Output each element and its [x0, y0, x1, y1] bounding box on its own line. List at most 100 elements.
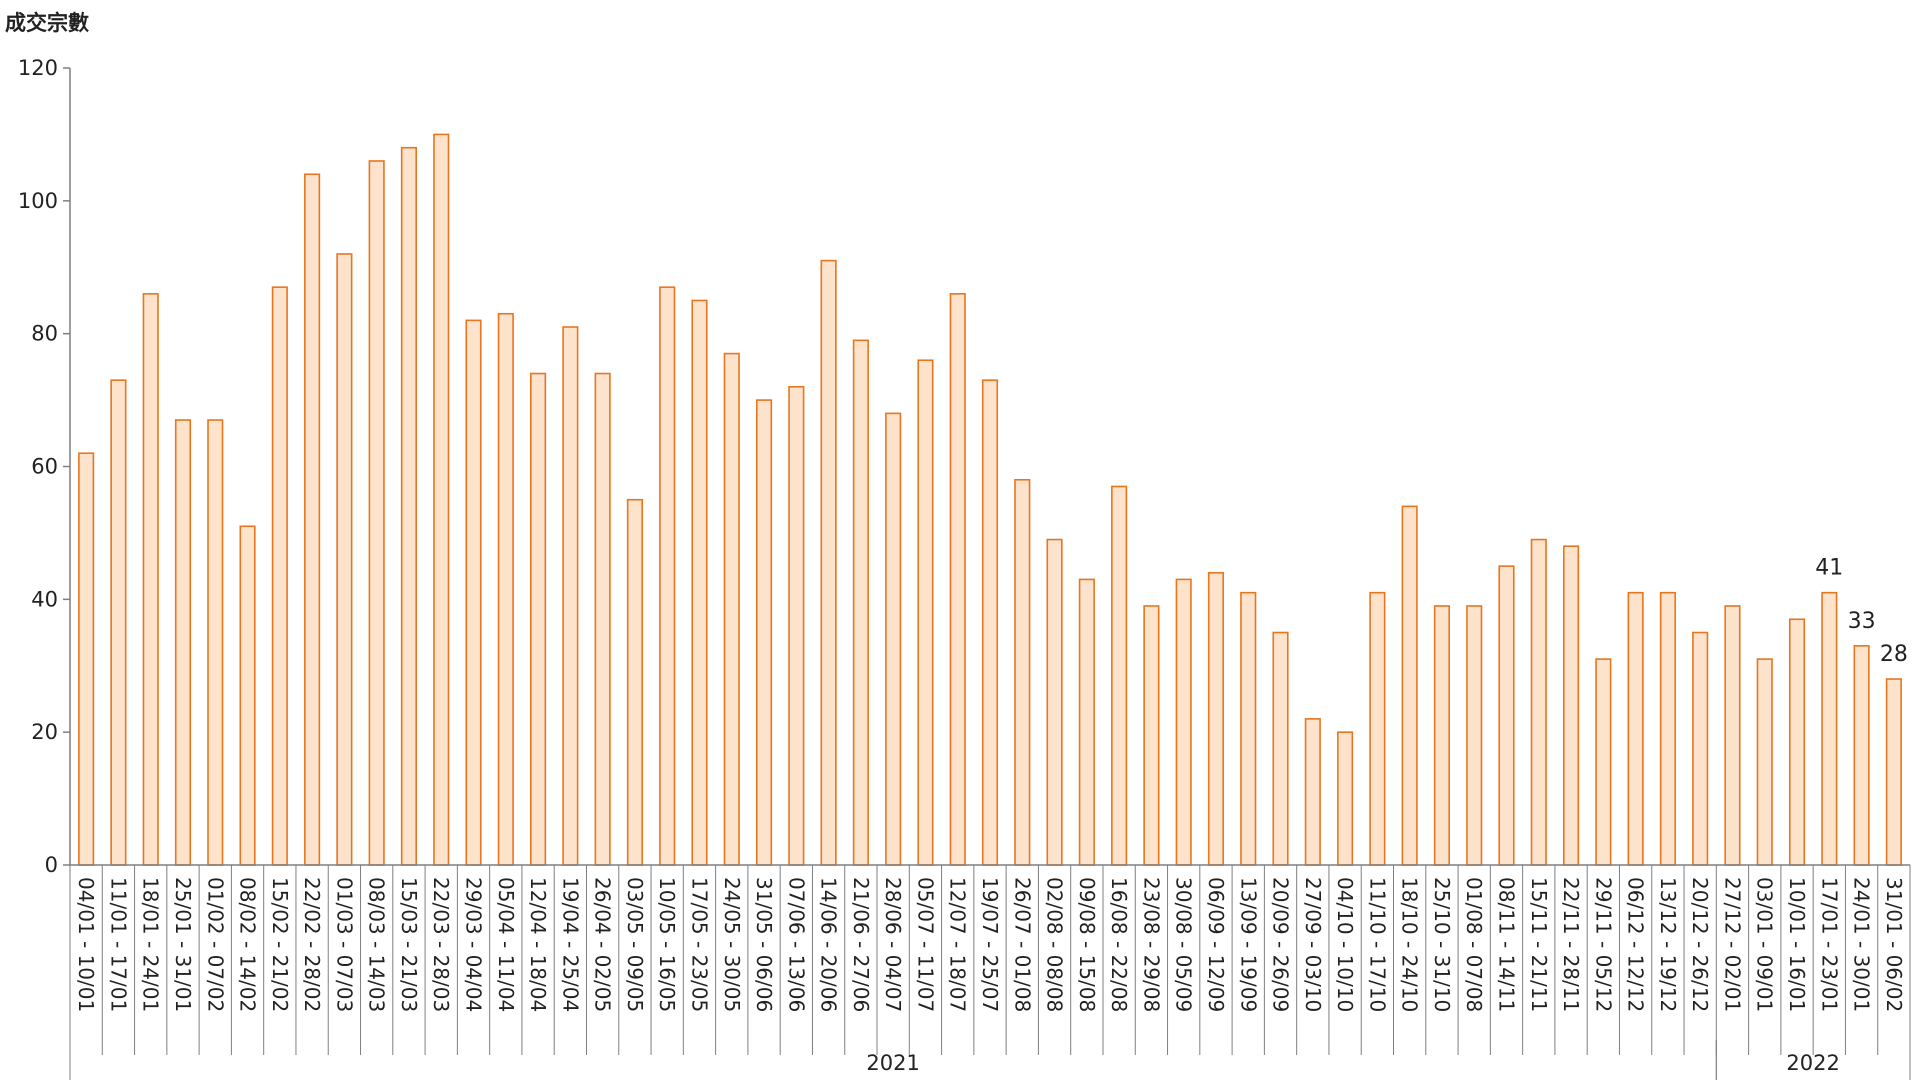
- bar: [1111, 485, 1128, 866]
- x-tick-label: 18/01 - 24/01: [139, 877, 163, 1012]
- bar: [110, 379, 127, 866]
- data-label: 33: [1848, 609, 1876, 634]
- x-tick-label: 08/02 - 14/02: [236, 877, 260, 1012]
- bar: [788, 385, 805, 866]
- bar: [1272, 631, 1289, 866]
- x-tick-label: 23/08 - 29/08: [1139, 877, 1163, 1012]
- data-label: 41: [1815, 556, 1843, 581]
- bar: [1175, 578, 1192, 866]
- bar: [1788, 618, 1806, 866]
- data-label: 28: [1880, 642, 1908, 667]
- x-tick-label: 06/12 - 12/12: [1624, 877, 1648, 1012]
- bar: [1046, 538, 1063, 866]
- year-group-label: 2022: [1786, 1051, 1839, 1075]
- x-tick-label: 12/07 - 18/07: [946, 877, 970, 1012]
- bar: [207, 419, 224, 866]
- x-tick-label: 10/01 - 16/01: [1785, 877, 1809, 1012]
- x-tick-label: 22/11 - 28/11: [1559, 877, 1583, 1012]
- x-tick-label: 11/10 - 17/10: [1365, 877, 1389, 1012]
- y-axis: 0 20 40 60 80 100 120: [18, 56, 71, 877]
- bar: [271, 286, 288, 866]
- x-tick-label: 04/10 - 10/10: [1333, 877, 1357, 1012]
- x-tick-label: 04/01 - 10/01: [74, 877, 98, 1012]
- x-tick-label: 26/07 - 01/08: [1010, 877, 1034, 1012]
- y-tick-label: 0: [45, 853, 58, 877]
- y-tick-label: 120: [18, 56, 58, 80]
- x-tick-label: 29/03 - 04/04: [462, 877, 486, 1012]
- bar: [1433, 605, 1451, 866]
- x-tick-label: 25/10 - 31/10: [1430, 877, 1454, 1012]
- bar: [1595, 658, 1612, 866]
- bar: [1562, 545, 1580, 866]
- bar: [368, 160, 385, 866]
- x-tick-label: 29/11 - 05/12: [1591, 877, 1615, 1012]
- bars: [78, 133, 1902, 866]
- x-tick-label: 08/11 - 14/11: [1494, 877, 1518, 1012]
- bar: [400, 146, 418, 866]
- x-tick-label: 24/05 - 30/05: [720, 877, 744, 1012]
- bar: [562, 326, 579, 866]
- y-axis-title: 成交宗數: [5, 11, 89, 35]
- bar: [1530, 538, 1547, 866]
- x-tick-label: 01/02 - 07/02: [203, 877, 227, 1012]
- bar: [1078, 578, 1095, 866]
- x-tick-label: 01/08 - 07/08: [1462, 877, 1486, 1012]
- x-tick-label: 22/02 - 28/02: [300, 877, 324, 1012]
- x-tick-label: 26/04 - 02/05: [591, 877, 615, 1012]
- bar: [1498, 565, 1515, 866]
- x-tick-label: 09/08 - 15/08: [1075, 877, 1099, 1012]
- x-tick-label: 25/01 - 31/01: [171, 877, 195, 1012]
- x-tick-label: 28/06 - 04/07: [881, 877, 905, 1012]
- bar: [659, 286, 676, 866]
- year-group-label: 2021: [866, 1051, 919, 1075]
- bar: [1627, 591, 1644, 866]
- bar: [1240, 591, 1257, 866]
- x-tick-label: 15/03 - 21/03: [397, 877, 421, 1012]
- x-tick-label: 14/06 - 20/06: [817, 877, 841, 1012]
- x-tick-label: 07/06 - 13/06: [784, 877, 808, 1012]
- x-tick-label: 11/01 - 17/01: [106, 877, 130, 1012]
- bar: [626, 498, 643, 866]
- bar: [1337, 731, 1354, 866]
- bar: [594, 372, 611, 866]
- x-tick-label: 15/11 - 21/11: [1527, 877, 1551, 1012]
- x-tick-label: 22/03 - 28/03: [429, 877, 453, 1012]
- y-tick-label: 40: [31, 587, 58, 611]
- x-tick-label: 19/04 - 25/04: [558, 877, 582, 1012]
- bar: [917, 359, 934, 866]
- bar: [142, 293, 159, 866]
- x-tick-label: 17/01 - 23/01: [1817, 877, 1841, 1012]
- bar: [1885, 678, 1902, 866]
- bar: [691, 299, 708, 866]
- x-tick-label: 19/07 - 25/07: [978, 877, 1002, 1012]
- x-tick-label: 27/12 - 02/01: [1720, 877, 1744, 1012]
- bar: [239, 525, 256, 866]
- y-tick-label: 100: [18, 189, 58, 213]
- year-groups: 2021 2022: [69, 1040, 1911, 1080]
- x-tick-label: 18/10 - 24/10: [1398, 877, 1422, 1012]
- bar: [981, 379, 999, 866]
- bar: [820, 259, 837, 866]
- bar: [1724, 605, 1741, 866]
- x-tick-label: 03/01 - 09/01: [1753, 877, 1777, 1012]
- bar: [1014, 478, 1031, 866]
- bar: [755, 399, 773, 866]
- x-tick-label: 12/04 - 18/04: [526, 877, 550, 1012]
- bar: [1756, 658, 1773, 866]
- y-tick-label: 80: [31, 322, 58, 346]
- bar: [174, 419, 192, 866]
- x-tick-label: 13/12 - 19/12: [1656, 877, 1680, 1012]
- x-tick-label: 31/01 - 06/02: [1882, 877, 1906, 1012]
- y-tick-label: 20: [31, 720, 58, 744]
- x-tick-label: 06/09 - 12/09: [1204, 877, 1228, 1012]
- bar: [723, 352, 740, 866]
- bar: [1659, 591, 1676, 866]
- bar: [1143, 605, 1160, 866]
- x-tick-label: 08/03 - 14/03: [365, 877, 389, 1012]
- bar: [1207, 571, 1225, 866]
- x-tick-label: 03/05 - 09/05: [623, 877, 647, 1012]
- x-tick-label: 17/05 - 23/05: [687, 877, 711, 1012]
- bar: [1369, 591, 1386, 866]
- y-tick-label: 60: [31, 455, 58, 479]
- bar: [1304, 718, 1321, 866]
